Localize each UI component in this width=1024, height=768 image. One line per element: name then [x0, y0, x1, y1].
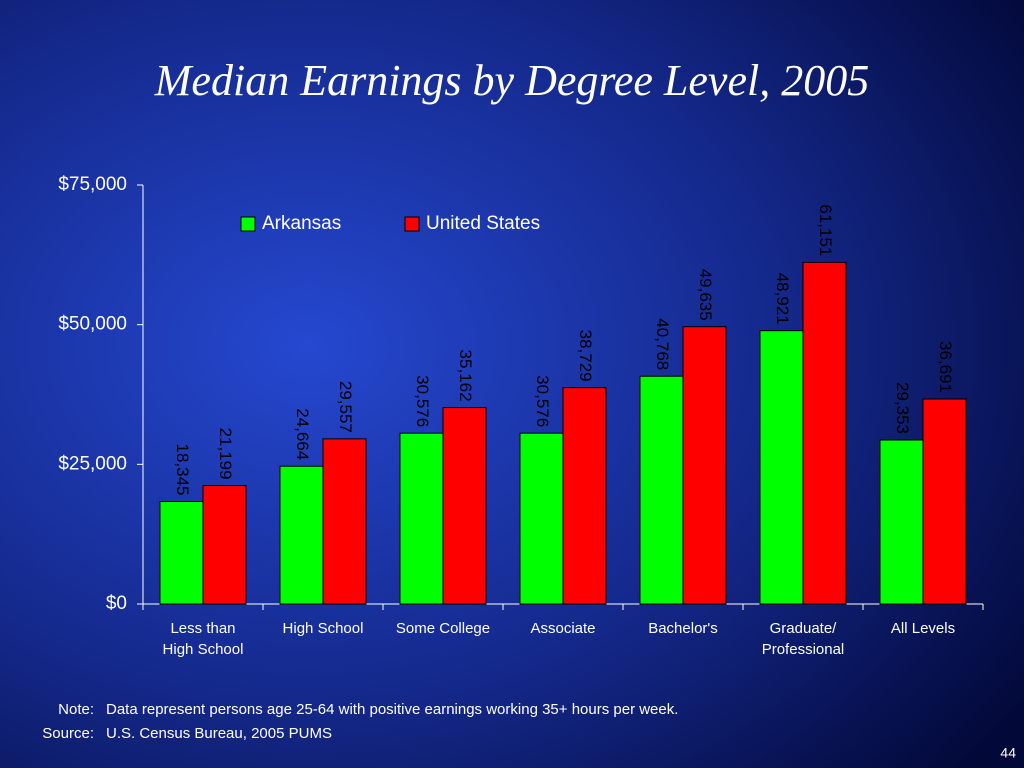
value-label: 38,729 — [576, 330, 595, 382]
bar — [879, 439, 924, 605]
legend-label: United States — [426, 213, 540, 234]
bar — [682, 326, 727, 605]
x-tick-label: Bachelor's — [648, 620, 718, 637]
bar — [759, 330, 804, 605]
y-tick-label: $75,000 — [58, 174, 127, 195]
note-label: Source: — [42, 725, 94, 742]
bar — [202, 485, 247, 605]
x-tick-label: All Levels — [891, 620, 955, 637]
legend-swatch — [404, 216, 420, 232]
legend-label: Arkansas — [262, 213, 341, 234]
y-tick-label: $0 — [106, 593, 127, 614]
note-text: Data represent persons age 25-64 with po… — [106, 701, 678, 718]
bar — [399, 432, 444, 605]
value-label: 35,162 — [456, 350, 475, 402]
value-label: 29,353 — [893, 382, 912, 434]
x-tick-label: High School — [283, 620, 364, 637]
value-label: 61,151 — [816, 204, 835, 256]
bar — [639, 375, 684, 605]
y-tick-label: $25,000 — [58, 453, 127, 474]
x-tick-label: Some College — [396, 620, 490, 637]
bar — [159, 501, 204, 605]
page-number: 44 — [1000, 745, 1016, 761]
bar — [922, 398, 967, 605]
value-label: 30,576 — [533, 375, 552, 427]
legend-swatch — [240, 216, 256, 232]
note-text: U.S. Census Bureau, 2005 PUMS — [106, 725, 332, 742]
value-label: 24,664 — [293, 408, 312, 460]
value-label: 48,921 — [773, 273, 792, 325]
chart-title: Median Earnings by Degree Level, 2005 — [154, 56, 869, 105]
value-label: 40,768 — [653, 318, 672, 370]
bar — [802, 261, 847, 605]
bar — [519, 432, 564, 605]
value-label: 29,557 — [336, 381, 355, 433]
value-label: 49,635 — [696, 269, 715, 321]
x-tick-label: High School — [163, 641, 244, 658]
value-label: 21,199 — [216, 428, 235, 480]
value-label: 36,691 — [936, 341, 955, 393]
value-label: 30,576 — [413, 375, 432, 427]
y-tick-label: $50,000 — [58, 314, 127, 335]
x-tick-label: Less than — [170, 620, 235, 637]
bar — [322, 438, 367, 605]
bar — [279, 465, 324, 605]
note-label: Note: — [58, 701, 94, 718]
x-tick-label: Professional — [762, 641, 845, 658]
x-tick-label: Graduate/ — [770, 620, 838, 637]
bar — [442, 407, 487, 605]
x-tick-label: Associate — [530, 620, 595, 637]
value-label: 18,345 — [173, 444, 192, 496]
bar — [562, 387, 607, 605]
